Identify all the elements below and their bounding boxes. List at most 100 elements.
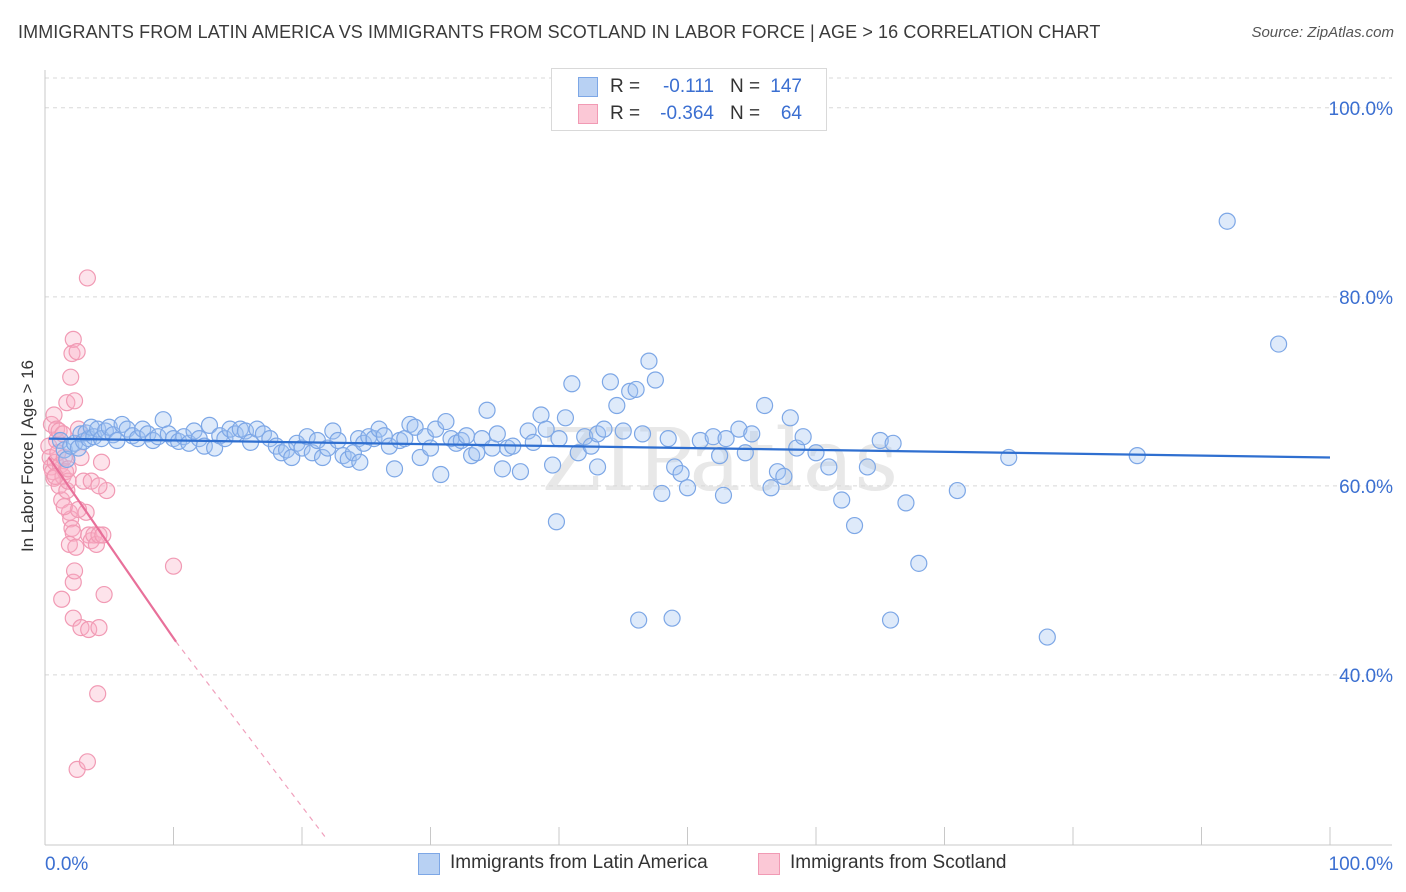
latin-america-point <box>833 491 851 509</box>
correlation-legend: R = -0.111 N = 147 R = -0.364 N = 64 <box>551 68 827 131</box>
latin-america-point <box>730 420 748 438</box>
latin-america-point <box>640 352 658 370</box>
latin-america-point <box>58 450 76 468</box>
scotland-point <box>92 453 111 471</box>
scotland-point <box>62 368 80 386</box>
latin-america-point <box>627 380 645 399</box>
latin-america-point <box>601 373 620 391</box>
latin-america-point <box>663 609 681 627</box>
latin-america-point <box>781 409 799 427</box>
latin-america-point <box>576 428 594 446</box>
latin-america-point <box>755 396 774 415</box>
latin-america-point <box>775 467 793 486</box>
latin-america-point <box>195 437 213 455</box>
latin-america-point <box>717 429 735 448</box>
latin-america-point <box>588 458 607 476</box>
scotland-point <box>67 538 85 556</box>
scotland-point <box>95 585 113 604</box>
scotland-point <box>68 343 86 361</box>
latin-america-point <box>714 486 733 504</box>
latin-america-point <box>678 479 697 497</box>
latin-america-point <box>511 463 530 481</box>
legend-n-value: 147 <box>770 76 802 97</box>
latin-america-point <box>858 458 877 476</box>
bottom-legend-swatch-latin <box>418 853 440 875</box>
legend-n-value: 64 <box>780 103 802 124</box>
latin-america-point <box>537 420 555 438</box>
latin-america-point <box>457 427 476 445</box>
y-tick-label: 40.0% <box>1339 666 1393 687</box>
latin-america-point <box>51 431 70 450</box>
latin-america-point <box>633 425 652 443</box>
latin-america-point <box>432 465 450 484</box>
latin-america-point <box>820 458 838 476</box>
latin-america-point <box>711 447 729 465</box>
latin-america-point <box>437 412 455 431</box>
latin-america-point <box>556 409 575 427</box>
latin-america-point <box>762 479 780 497</box>
latin-america-point <box>543 456 562 474</box>
legend-n-label: N = <box>730 76 761 97</box>
latin-america-trend-line <box>48 437 1331 459</box>
legend-swatch-scotland <box>578 104 598 124</box>
latin-america-point <box>216 429 234 448</box>
legend-r-label: R = <box>610 76 641 97</box>
legend-n-label: N = <box>730 103 761 124</box>
latin-america-point <box>324 422 342 440</box>
y-axis-label: In Labor Force | Age > 16 <box>18 359 37 553</box>
trend-lines <box>47 437 1331 841</box>
scotland-point <box>80 620 98 639</box>
legend-r-value: -0.364 <box>660 103 714 124</box>
latin-america-point <box>736 444 754 462</box>
latin-america-point <box>329 431 347 450</box>
x-tick-label: 100.0% <box>1329 854 1394 875</box>
latin-america-point <box>401 415 419 434</box>
scotland-trend-extension <box>175 641 329 841</box>
latin-america-point <box>1038 628 1056 646</box>
latin-america-point <box>672 464 690 483</box>
grid-lines <box>45 77 1392 676</box>
latin-america-point <box>272 444 291 462</box>
latin-america-point <box>948 481 966 500</box>
latin-america-point <box>743 425 761 443</box>
latin-america-point <box>493 460 512 478</box>
latin-america-point <box>630 611 648 629</box>
latin-america-point <box>884 434 902 452</box>
latin-america-point <box>200 416 219 434</box>
scotland-point <box>164 557 183 575</box>
legend-row-scotland: R = -0.364 N = 64 <box>552 101 826 127</box>
latin-america-point <box>871 431 889 450</box>
bottom-legend-swatch-scotland <box>758 853 780 875</box>
latin-america-point <box>653 484 671 503</box>
latin-america-points <box>51 212 1288 646</box>
latin-america-point <box>881 611 900 629</box>
latin-america-point <box>614 422 632 440</box>
latin-america-point <box>621 382 639 400</box>
y-tick-label: 100.0% <box>1329 99 1394 120</box>
latin-america-point <box>421 439 440 457</box>
scotland-point <box>45 406 63 424</box>
latin-america-point <box>463 447 481 465</box>
latin-america-point <box>1269 335 1288 353</box>
latin-america-point <box>659 429 677 448</box>
latin-america-point <box>550 429 568 448</box>
latin-america-point <box>488 425 506 443</box>
legend-r-label: R = <box>610 103 641 124</box>
source-credit: Source: ZipAtlas.com <box>1251 24 1394 41</box>
tick-labels: 100.0% 80.0% 60.0% 40.0% 0.0% 100.0% <box>45 99 1393 875</box>
latin-america-point <box>595 420 613 438</box>
scotland-points <box>40 269 183 778</box>
chart-title: IMMIGRANTS FROM LATIN AMERICA VS IMMIGRA… <box>18 22 1101 42</box>
scotland-point <box>65 392 84 410</box>
scotland-point <box>78 269 97 287</box>
latin-america-point <box>910 554 928 572</box>
latin-america-point <box>385 460 404 478</box>
axes <box>44 70 1392 846</box>
latin-america-point <box>704 428 722 446</box>
watermark: ZIPatlas <box>542 411 898 511</box>
latin-america-point <box>646 371 664 389</box>
latin-america-point <box>897 494 915 512</box>
latin-america-point <box>134 420 152 438</box>
bottom-legend-label-latin: Immigrants from Latin America <box>450 852 708 873</box>
